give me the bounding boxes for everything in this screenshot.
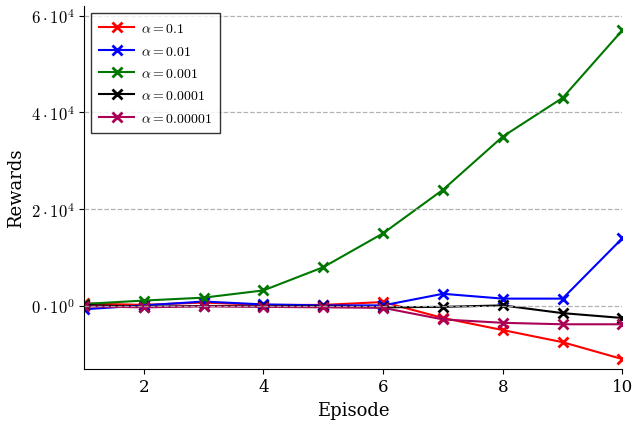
$\alpha = 0.1$ [439, 316, 447, 321]
$\alpha = 0.00001$ [499, 320, 507, 325]
$\alpha = 0.001$ [140, 298, 148, 303]
Line: $\alpha = 0.0001$: $\alpha = 0.0001$ [79, 300, 627, 323]
$\alpha = 0.001$ [619, 29, 627, 34]
$\alpha = 0.01$ [380, 303, 387, 308]
$\alpha = 0.0001$ [380, 305, 387, 310]
$\alpha = 0.1$ [619, 357, 627, 362]
$\alpha = 0.0001$ [439, 305, 447, 310]
Line: $\alpha = 0.001$: $\alpha = 0.001$ [79, 26, 627, 309]
$\alpha = 0.00001$ [260, 305, 268, 310]
$\alpha = 0.01$ [260, 302, 268, 307]
$\alpha = 0.00001$ [380, 305, 387, 311]
Y-axis label: Rewards: Rewards [7, 148, 25, 227]
X-axis label: Episode: Episode [317, 401, 389, 419]
$\alpha = 0.0001$ [80, 302, 88, 308]
$\alpha = 0.01$ [619, 236, 627, 241]
$\alpha = 0.01$ [140, 303, 148, 308]
$\alpha = 0.1$ [80, 301, 88, 306]
$\alpha = 0.1$ [559, 340, 566, 345]
$\alpha = 0.0001$ [260, 304, 268, 309]
$\alpha = 0.1$ [380, 300, 387, 305]
$\alpha = 0.01$ [319, 303, 327, 308]
$\alpha = 0.01$ [200, 299, 207, 305]
$\alpha = 0.001$ [499, 135, 507, 140]
$\alpha = 0.1$ [140, 302, 148, 308]
$\alpha = 0.00001$ [200, 304, 207, 309]
$\alpha = 0.01$ [499, 296, 507, 302]
Line: $\alpha = 0.01$: $\alpha = 0.01$ [79, 234, 627, 314]
$\alpha = 0.0001$ [499, 303, 507, 308]
$\alpha = 0.001$ [80, 302, 88, 307]
$\alpha = 0.001$ [439, 188, 447, 193]
$\alpha = 0.01$ [439, 291, 447, 296]
$\alpha = 0.01$ [559, 296, 566, 302]
$\alpha = 0.001$ [200, 295, 207, 300]
$\alpha = 0.0001$ [619, 316, 627, 321]
$\alpha = 0.00001$ [619, 322, 627, 327]
$\alpha = 0.0001$ [140, 305, 148, 310]
$\alpha = 0.00001$ [319, 305, 327, 310]
$\alpha = 0.001$ [319, 265, 327, 270]
$\alpha = 0.001$ [559, 96, 566, 101]
$\alpha = 0.0001$ [319, 304, 327, 309]
$\alpha = 0.1$ [200, 300, 207, 305]
Line: $\alpha = 0.1$: $\alpha = 0.1$ [79, 297, 627, 364]
$\alpha = 0.1$ [260, 302, 268, 308]
$\alpha = 0.00001$ [140, 305, 148, 310]
$\alpha = 0.001$ [380, 231, 387, 236]
$\alpha = 0.00001$ [559, 322, 566, 327]
$\alpha = 0.1$ [499, 328, 507, 333]
$\alpha = 0.00001$ [80, 304, 88, 309]
$\alpha = 0.01$ [80, 307, 88, 312]
$\alpha = 0.0001$ [559, 311, 566, 316]
Line: $\alpha = 0.00001$: $\alpha = 0.00001$ [79, 302, 627, 329]
$\alpha = 0.001$ [260, 288, 268, 293]
$\alpha = 0.00001$ [439, 317, 447, 322]
$\alpha = 0.0001$ [200, 304, 207, 309]
$\alpha = 0.1$ [319, 302, 327, 308]
Legend: $\alpha = 0.1$, $\alpha = 0.01$, $\alpha = 0.001$, $\alpha = 0.0001$, $\alpha = : $\alpha = 0.1$, $\alpha = 0.01$, $\alpha… [91, 14, 220, 134]
